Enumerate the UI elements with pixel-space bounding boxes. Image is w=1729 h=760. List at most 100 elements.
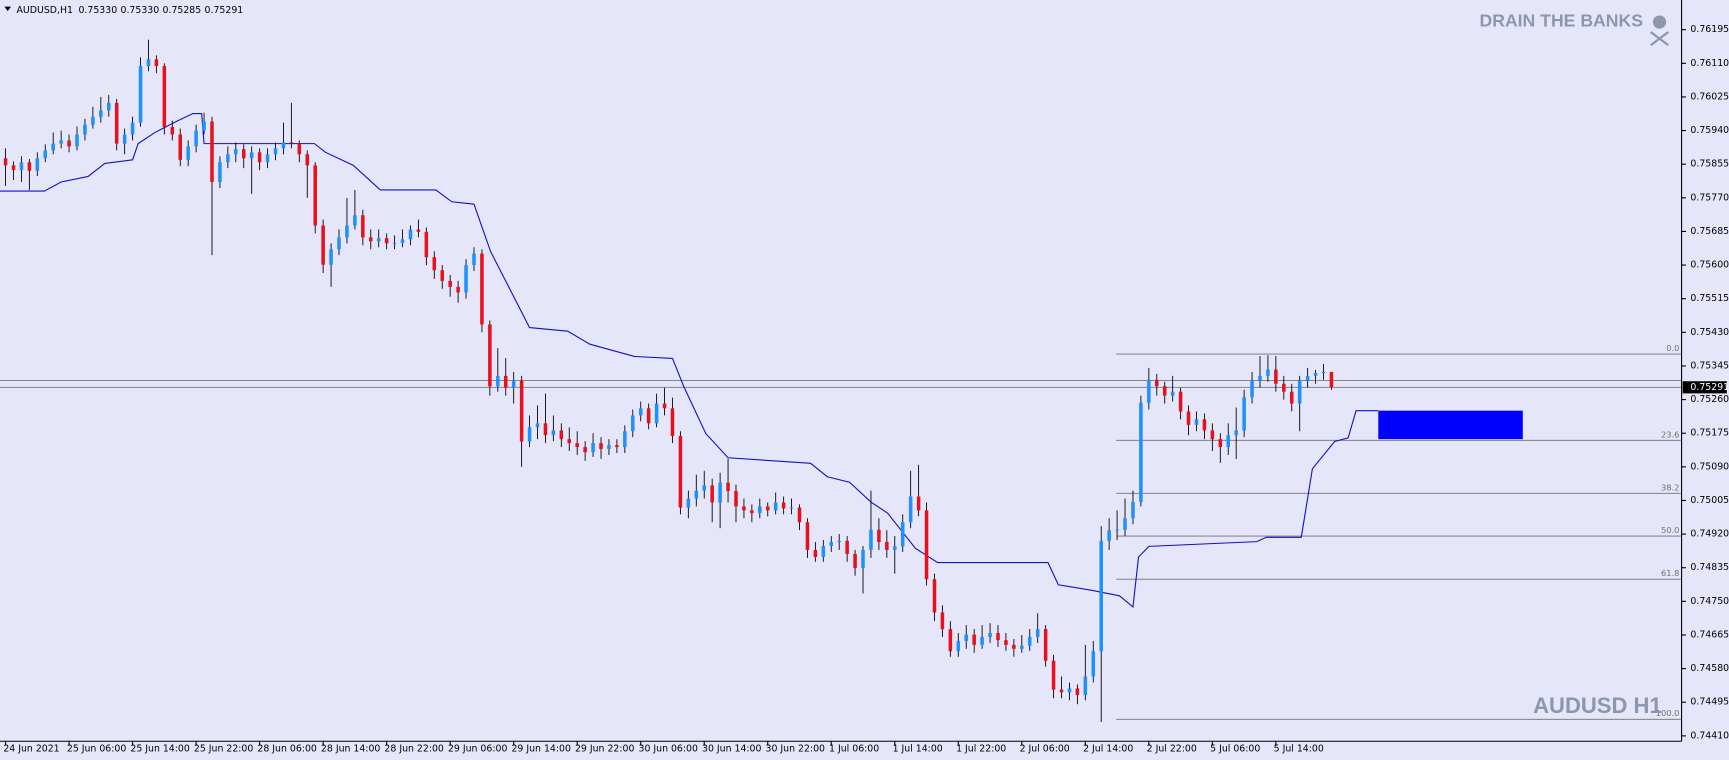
candle-body <box>1226 435 1231 448</box>
candle-body <box>305 154 310 166</box>
x-tick-label: 29 Jun 14:00 <box>511 743 570 754</box>
candle-body <box>916 496 921 511</box>
y-tick-label: 0.75175 <box>1690 428 1729 439</box>
candle-body <box>1258 375 1262 381</box>
x-tick-label: 28 Jun 22:00 <box>384 743 443 754</box>
candle-body <box>480 253 484 325</box>
candle-body <box>980 636 984 645</box>
candle-body <box>99 110 103 117</box>
candle-body <box>789 507 794 509</box>
candle-body <box>138 66 143 123</box>
candle-body <box>877 529 881 543</box>
candle-body <box>1274 369 1278 384</box>
candle-body <box>599 443 603 450</box>
high-label: 0.75330 <box>121 4 160 15</box>
y-tick-label: 0.74495 <box>1690 697 1729 708</box>
x-tick-label: 2 Jul 06:00 <box>1020 743 1070 754</box>
candle-body <box>496 375 500 387</box>
candle-body <box>1210 430 1215 440</box>
candle-body <box>241 149 246 159</box>
candle-body <box>1155 379 1159 387</box>
candle-body <box>400 239 405 243</box>
y-tick-label: 0.75600 <box>1690 260 1729 271</box>
y-tick-label: 0.74665 <box>1690 629 1729 640</box>
candle-body <box>234 149 238 155</box>
candle-body <box>91 116 95 125</box>
x-tick-label: 28 Jun 14:00 <box>321 743 380 754</box>
candle-body <box>1091 651 1096 677</box>
x-tick-label: 30 Jun 06:00 <box>639 743 698 754</box>
candle-body <box>575 443 579 448</box>
candle-body <box>1289 391 1294 404</box>
candle-body <box>1139 402 1143 503</box>
candle-body <box>948 629 953 652</box>
candle-body <box>1004 640 1008 645</box>
candle-body <box>543 423 548 436</box>
candle-body <box>448 280 452 287</box>
candle-body <box>1202 419 1207 431</box>
candle-body <box>972 634 976 645</box>
candle-body <box>257 152 262 163</box>
candle-body <box>43 150 48 159</box>
candle-body <box>885 542 889 550</box>
candle-body <box>702 485 706 491</box>
candle-body <box>1234 430 1238 436</box>
candle-body <box>551 430 556 436</box>
y-tick-label: 0.74580 <box>1690 663 1729 674</box>
candle-body <box>464 265 468 293</box>
symbol: AUDUSD,H1 <box>17 4 73 15</box>
y-tick-label: 0.75770 <box>1690 192 1729 203</box>
candle-body <box>631 415 635 432</box>
candle-body <box>503 375 508 388</box>
candle-body <box>670 408 675 436</box>
x-tick-label: 30 Jun 14:00 <box>702 743 761 754</box>
y-tick-label: 0.75005 <box>1690 495 1729 506</box>
candle-body <box>686 498 691 508</box>
candle-body <box>678 435 683 508</box>
candle-body <box>758 506 762 514</box>
candle-body <box>297 143 302 155</box>
candle-body <box>869 529 873 550</box>
candle-body <box>853 553 857 569</box>
candle-body <box>51 143 55 151</box>
candle-body <box>210 121 214 182</box>
candle-body <box>1250 380 1254 398</box>
candle-body <box>265 154 270 163</box>
candle-body <box>67 140 71 147</box>
candle-body <box>1123 518 1127 530</box>
candle-body <box>154 59 159 67</box>
candle-body <box>353 215 357 226</box>
candle-body <box>773 502 778 511</box>
candle-body <box>1083 676 1088 696</box>
y-tick-label: 0.75345 <box>1690 360 1729 371</box>
candle-body <box>1329 371 1334 388</box>
candle-body <box>59 140 63 144</box>
candle-body <box>813 549 818 558</box>
candle-body <box>996 633 1000 641</box>
candle-body <box>75 134 79 147</box>
x-tick-label: 1 Jul 06:00 <box>829 743 879 754</box>
zone <box>1378 410 1523 440</box>
candle-body <box>821 545 826 558</box>
candle-body <box>908 496 913 523</box>
fib-label: 38.2 <box>1661 482 1679 492</box>
candle-body <box>646 408 651 424</box>
x-tick-label: 24 Jun 2021 <box>3 743 59 754</box>
candle-body <box>535 423 540 428</box>
watermark-top: DRAIN THE BANKS <box>1479 11 1643 31</box>
candle-body <box>1282 383 1286 392</box>
candle-body <box>1107 530 1111 541</box>
candle-body <box>432 257 437 271</box>
y-tick-label: 0.75515 <box>1690 293 1729 304</box>
plot-area: 0.0 23.6 38.2 50.0 61.8 100.0 <box>0 39 1682 723</box>
candle-body <box>615 445 619 448</box>
y-tick-label: 0.76025 <box>1690 91 1729 102</box>
candle-body <box>186 146 190 160</box>
y-tick-label: 0.75685 <box>1690 226 1729 237</box>
candle-body <box>130 122 135 135</box>
candle-body <box>861 549 865 569</box>
candle-body <box>694 490 699 499</box>
candle-body <box>329 249 333 265</box>
candle-body <box>376 238 381 242</box>
